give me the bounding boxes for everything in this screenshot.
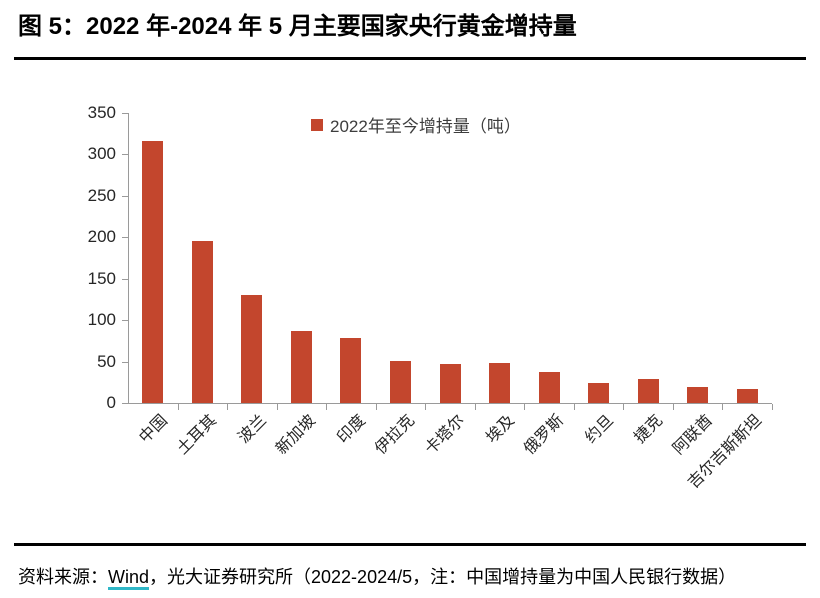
x-tick bbox=[475, 404, 476, 410]
x-tick-label: 伊拉克 bbox=[372, 412, 419, 458]
chart-legend: 2022年至今增持量（吨） bbox=[311, 112, 521, 137]
x-tick bbox=[524, 404, 525, 410]
x-tick bbox=[376, 404, 377, 410]
bar-11 bbox=[638, 379, 659, 403]
source-suffix: ，光大证券研究所（2022-2024/5，注：中国增持量为中国人民银行数据） bbox=[149, 567, 737, 587]
bar-1 bbox=[142, 141, 163, 403]
x-tick-label: 波兰 bbox=[235, 412, 271, 447]
y-tick-label: 50 bbox=[97, 352, 116, 371]
x-tick-label: 捷克 bbox=[631, 412, 667, 447]
figure-title: 图 5：2022 年-2024 年 5 月主要国家央行黄金增持量 bbox=[18, 13, 577, 40]
legend-swatch-icon bbox=[311, 118, 323, 131]
x-tick bbox=[574, 404, 575, 410]
y-tick bbox=[122, 320, 128, 321]
x-tick bbox=[277, 404, 278, 410]
bar-5 bbox=[340, 338, 361, 403]
y-tick bbox=[122, 237, 128, 238]
y-axis-line bbox=[128, 113, 129, 403]
y-tick bbox=[122, 403, 128, 404]
bar-13 bbox=[737, 389, 758, 403]
x-tick bbox=[623, 404, 624, 410]
x-tick bbox=[326, 404, 327, 410]
y-tick-label: 300 bbox=[87, 144, 116, 163]
y-tick bbox=[122, 196, 128, 197]
bar-8 bbox=[489, 363, 510, 403]
bar-6 bbox=[390, 361, 411, 403]
x-tick-label: 中国 bbox=[136, 412, 172, 447]
bar-7 bbox=[440, 364, 461, 403]
bar-9 bbox=[539, 372, 560, 403]
legend-label: 2022年至今增持量（吨） bbox=[330, 117, 521, 136]
x-tick bbox=[178, 404, 179, 410]
y-tick-label: 0 bbox=[106, 393, 116, 412]
y-tick bbox=[122, 362, 128, 363]
bar-3 bbox=[241, 295, 262, 403]
x-tick bbox=[673, 404, 674, 410]
x-tick-label: 卡塔尔 bbox=[422, 412, 469, 458]
y-tick-label: 350 bbox=[87, 103, 116, 122]
x-tick-label: 俄罗斯 bbox=[521, 412, 568, 458]
y-tick-label: 250 bbox=[87, 186, 116, 205]
bar-4 bbox=[291, 331, 312, 403]
x-tick-label: 印度 bbox=[334, 412, 370, 447]
x-tick bbox=[425, 404, 426, 410]
x-tick-label: 埃及 bbox=[483, 412, 519, 447]
x-tick-label: 约旦 bbox=[582, 412, 618, 447]
x-tick-label: 新加坡 bbox=[273, 412, 320, 458]
title-divider bbox=[14, 57, 806, 60]
y-tick bbox=[122, 279, 128, 280]
bar-2 bbox=[192, 241, 213, 403]
x-tick-label: 阿联酋 bbox=[670, 412, 717, 458]
y-tick bbox=[122, 154, 128, 155]
y-tick-label: 150 bbox=[87, 269, 116, 288]
wind-link[interactable]: Wind bbox=[108, 567, 150, 590]
x-tick-label: 土耳其 bbox=[174, 412, 221, 458]
y-tick-label: 100 bbox=[87, 310, 116, 329]
source-note: 资料来源：Wind，光大证券研究所（2022-2024/5，注：中国增持量为中国… bbox=[18, 563, 737, 590]
y-tick-label: 200 bbox=[87, 227, 116, 246]
footer-divider bbox=[14, 543, 806, 546]
bar-12 bbox=[687, 387, 708, 403]
source-prefix: 资料来源： bbox=[18, 567, 108, 587]
bar-10 bbox=[588, 383, 609, 403]
x-tick bbox=[227, 404, 228, 410]
y-tick bbox=[122, 113, 128, 114]
x-tick bbox=[722, 404, 723, 410]
x-tick bbox=[772, 404, 773, 410]
x-axis-line bbox=[128, 403, 772, 404]
